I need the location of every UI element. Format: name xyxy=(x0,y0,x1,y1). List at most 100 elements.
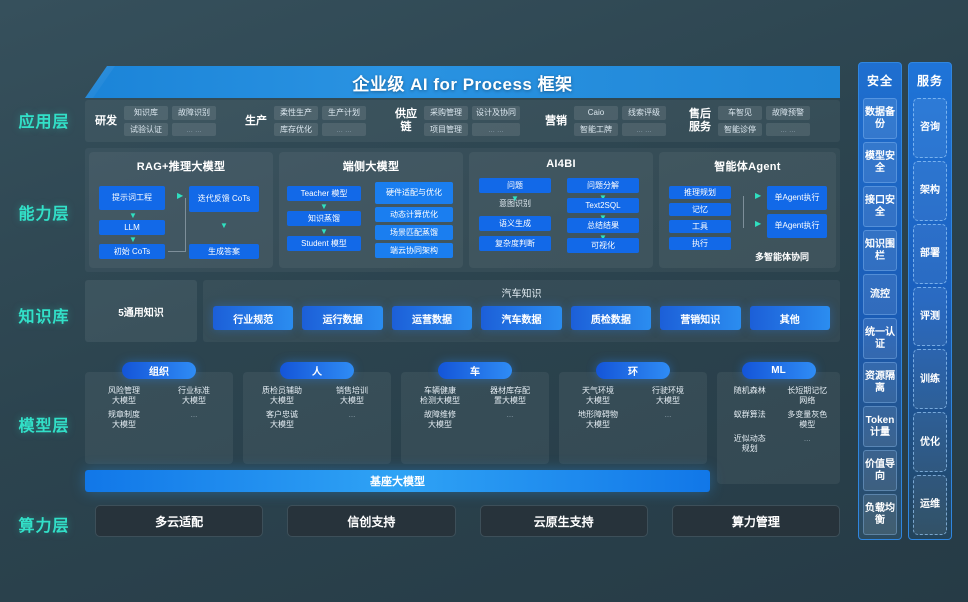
chip-execute[interactable]: 执行 xyxy=(669,237,731,250)
rail-item-model-security[interactable]: 模型安全 xyxy=(863,142,897,183)
model-item-more[interactable]: ... xyxy=(506,410,514,419)
chip-question[interactable]: 问题 xyxy=(479,178,551,193)
app-cell[interactable]: 采购管理 xyxy=(424,105,468,120)
compute-cell-xinchuang[interactable]: 信创支持 xyxy=(287,505,456,537)
app-group-supply-chain[interactable]: 供应链 采购管理 项目管理 设计及协同 ... ... xyxy=(391,100,520,142)
model-item-more[interactable]: ... xyxy=(190,410,198,419)
model-column-people[interactable]: 人 质检员辅助 大模型 销售培训 大模型 客户忠诚 大模型 ... xyxy=(243,362,391,464)
knowledge-chip[interactable]: 营销知识 xyxy=(660,306,741,330)
chip-memory[interactable]: 记忆 xyxy=(669,203,731,216)
rail-item-resource-isolation[interactable]: 资源隔离 xyxy=(863,362,897,403)
app-cell[interactable]: 项目管理 xyxy=(424,122,468,137)
model-item[interactable]: 天气环境 大模型 xyxy=(582,386,614,405)
app-cell[interactable]: Caio xyxy=(574,105,618,120)
capability-box-ai4bi[interactable]: AI4BI 问题 ▼ 意图识别 语义生成 复杂度判断 问题分解 ▼ Text2S… xyxy=(469,152,653,268)
app-cell[interactable]: 车智见 xyxy=(718,105,762,120)
chip-intent-recognition[interactable]: 意图识别 xyxy=(499,198,531,208)
chip-reasoning-planning[interactable]: 推理规划 xyxy=(669,186,731,199)
chip-single-agent-exec-2[interactable]: 单Agent执行 xyxy=(767,214,827,238)
model-item[interactable]: 客户忠诚 大模型 xyxy=(266,410,298,429)
chip-text2sql[interactable]: Text2SQL xyxy=(567,198,639,213)
chip-generate-answer[interactable]: 生成答案 xyxy=(189,244,259,259)
app-cell[interactable]: 柔性生产 xyxy=(274,105,318,120)
app-cell[interactable]: 线索评级 xyxy=(622,105,666,120)
capability-box-agent[interactable]: 智能体Agent 推理规划 记忆 工具 执行 单Agent执行 单Agent执行… xyxy=(659,152,836,268)
chip-student-model[interactable]: Student 模型 xyxy=(287,236,361,251)
app-cell[interactable]: 故障预警 xyxy=(766,105,810,120)
rail-item-load-balancing[interactable]: 负载均衡 xyxy=(863,494,897,535)
base-model-bar[interactable]: 基座大模型 xyxy=(85,470,710,492)
knowledge-chip[interactable]: 运行数据 xyxy=(302,306,383,330)
knowledge-general-box[interactable]: 5通用知识 xyxy=(85,280,197,342)
compute-cell-multicloud[interactable]: 多云适配 xyxy=(95,505,264,537)
model-column-environment[interactable]: 环 天气环境 大模型 行驶环境 大模型 地形障碍物 大模型 ... xyxy=(559,362,707,464)
rail-item-token-metering[interactable]: Token计量 xyxy=(863,406,897,447)
model-item[interactable]: 销售培训 大模型 xyxy=(336,386,368,405)
app-cell[interactable]: 智能工牌 xyxy=(574,122,618,137)
model-item[interactable]: 随机森林 xyxy=(733,386,766,395)
rail-item-architecture[interactable]: 架构 xyxy=(913,160,947,221)
chip-hardware-adaptation[interactable]: 硬件适配与优化 xyxy=(375,182,453,204)
capability-box-edge-model[interactable]: 端侧大模型 Teacher 模型 ▼ 知识蒸馏 ▼ Student 模型 硬件适… xyxy=(279,152,463,268)
model-item[interactable]: 蚁群算法 xyxy=(733,410,766,419)
model-item[interactable]: 质检员辅助 大模型 xyxy=(262,386,302,405)
model-item[interactable]: 器材库存配 置大模型 xyxy=(490,386,530,405)
compute-cell-cloudnative[interactable]: 云原生支持 xyxy=(479,505,648,537)
app-group-rnd[interactable]: 研发 知识库 试验认证 故障识别 ... ... xyxy=(91,100,216,142)
app-cell-more[interactable]: ... ... xyxy=(622,122,666,137)
rail-item-evaluation[interactable]: 评测 xyxy=(913,286,947,347)
chip-teacher-model[interactable]: Teacher 模型 xyxy=(287,186,361,201)
chip-complexity-judge[interactable]: 复杂度判断 xyxy=(479,236,551,251)
chip-summarize-result[interactable]: 总结结果 xyxy=(567,218,639,233)
chip-visualization[interactable]: 可视化 xyxy=(567,238,639,253)
app-group-production[interactable]: 生产 柔性生产 库存优化 生产计划 ... ... xyxy=(241,100,366,142)
rail-item-unified-auth[interactable]: 统一认证 xyxy=(863,318,897,359)
chip-single-agent-exec-1[interactable]: 单Agent执行 xyxy=(767,186,827,210)
app-cell[interactable]: 试验认证 xyxy=(124,122,168,137)
rail-item-training[interactable]: 训练 xyxy=(913,349,947,410)
model-item[interactable]: 车辆健康 检测大模型 xyxy=(420,386,460,405)
chip-scene-matched-distill[interactable]: 场景匹配蒸馏 xyxy=(375,225,453,240)
model-item-more[interactable]: ... xyxy=(664,410,672,419)
chip-question-decompose[interactable]: 问题分解 xyxy=(567,178,639,193)
app-cell[interactable]: 知识库 xyxy=(124,105,168,120)
app-cell[interactable]: 设计及协同 xyxy=(472,105,520,120)
chip-iterative-cots[interactable]: 迭代反馈 CoTs xyxy=(189,186,259,212)
model-column-organization[interactable]: 组织 风险管理 大模型 行业标准 大模型 规章制度 大模型 ... xyxy=(85,362,233,464)
model-item[interactable]: 规章制度 大模型 xyxy=(108,410,140,429)
model-item[interactable]: 地形障碍物 大模型 xyxy=(578,410,618,429)
knowledge-chip[interactable]: 质检数据 xyxy=(570,306,652,330)
app-group-aftersales[interactable]: 售后服务 车智见 智能诊停 故障预警 ... ... xyxy=(685,100,810,142)
model-item-more[interactable]: ... xyxy=(348,410,356,419)
app-cell-more[interactable]: ... ... xyxy=(472,122,520,137)
app-cell[interactable]: 库存优化 xyxy=(274,122,318,137)
rail-item-optimization[interactable]: 优化 xyxy=(913,412,947,473)
knowledge-chip[interactable]: 运营数据 xyxy=(391,306,473,330)
knowledge-chip[interactable]: 汽车数据 xyxy=(481,306,562,330)
chip-prompt-engineering[interactable]: 提示词工程 xyxy=(99,186,165,210)
app-cell-more[interactable]: ... ... xyxy=(766,122,810,137)
app-group-marketing[interactable]: 营销 Caio 智能工牌 线索评级 ... ... xyxy=(541,100,666,142)
app-cell[interactable]: 智能诊停 xyxy=(718,122,762,137)
model-item[interactable]: 风险管理 大模型 xyxy=(108,386,140,405)
app-cell-more[interactable]: ... ... xyxy=(322,122,366,137)
app-cell[interactable]: 生产计划 xyxy=(322,105,366,120)
rail-item-knowledge-fence[interactable]: 知识围栏 xyxy=(863,230,897,271)
model-item-more[interactable]: ... xyxy=(803,434,811,443)
knowledge-chip[interactable]: 行业规范 xyxy=(213,306,294,330)
rail-item-data-backup[interactable]: 数据备份 xyxy=(863,98,897,139)
capability-box-rag[interactable]: RAG+推理大模型 提示词工程 ▼ LLM ▼ 初始 CoTs 迭代反馈 CoT… xyxy=(89,152,273,268)
chip-llm[interactable]: LLM xyxy=(99,220,165,235)
knowledge-chip[interactable]: 其他 xyxy=(749,306,830,330)
model-item[interactable]: 长短期记忆 网络 xyxy=(787,386,828,405)
model-item[interactable]: 行驶环境 大模型 xyxy=(652,386,684,405)
chip-tools[interactable]: 工具 xyxy=(669,220,731,233)
rail-item-value-orientation[interactable]: 价值导向 xyxy=(863,450,897,491)
app-cell[interactable]: 故障识别 xyxy=(172,105,216,120)
chip-dynamic-compute-opt[interactable]: 动态计算优化 xyxy=(375,207,453,222)
rail-item-deployment[interactable]: 部署 xyxy=(913,223,947,284)
model-item[interactable]: 行业标准 大模型 xyxy=(178,386,210,405)
chip-knowledge-distillation[interactable]: 知识蒸馏 xyxy=(287,211,361,226)
chip-edge-cloud-arch[interactable]: 端云协同架构 xyxy=(375,243,453,258)
model-column-vehicle[interactable]: 车 车辆健康 检测大模型 器材库存配 置大模型 故障维修 大模型 ... xyxy=(401,362,549,464)
